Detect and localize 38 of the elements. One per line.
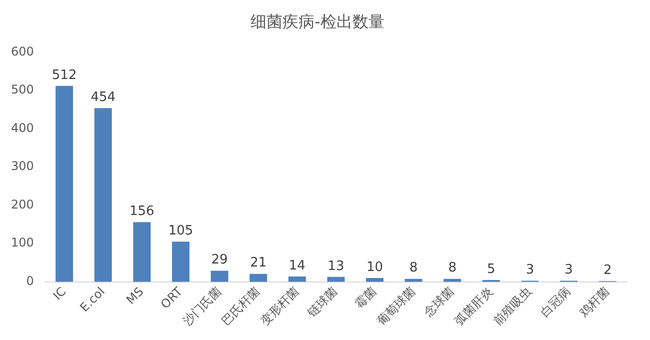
bar xyxy=(133,222,151,282)
bar xyxy=(210,270,228,282)
y-tick-label: 600 xyxy=(11,44,34,58)
x-tick-label: 链球菌 xyxy=(304,284,340,320)
y-tick-label: 100 xyxy=(11,236,34,250)
x-tick-label: IC xyxy=(50,284,69,303)
x-tick-label: 鸡杆菌 xyxy=(576,284,612,320)
data-label: 14 xyxy=(288,258,306,274)
y-tick-label: 200 xyxy=(11,197,34,212)
bar xyxy=(288,276,306,282)
data-label: 105 xyxy=(168,224,194,239)
y-tick-label: 500 xyxy=(11,82,34,97)
data-label: 3 xyxy=(564,262,573,278)
data-label: 8 xyxy=(409,260,418,276)
bar xyxy=(172,242,190,282)
y-tick-label: 400 xyxy=(11,120,34,135)
bar xyxy=(250,274,268,282)
data-label: 454 xyxy=(90,90,116,105)
y-tick-label: 300 xyxy=(11,159,34,174)
x-tick-label: MS xyxy=(124,284,146,308)
data-label: 2 xyxy=(603,262,612,278)
data-label: 10 xyxy=(366,260,384,275)
bar xyxy=(94,108,112,282)
bar xyxy=(327,276,345,282)
x-tick-label: 霉菌 xyxy=(352,284,380,312)
data-label: 21 xyxy=(250,256,267,271)
data-label: 156 xyxy=(130,204,154,220)
data-label: 3 xyxy=(526,262,534,278)
data-label: 8 xyxy=(448,260,457,276)
bar xyxy=(366,278,384,282)
bar xyxy=(56,86,74,282)
data-label: 13 xyxy=(328,258,344,274)
data-label: 29 xyxy=(211,252,228,268)
data-label: 512 xyxy=(52,68,77,83)
chart-title: 细菌疾病-检出数量 xyxy=(250,12,384,31)
data-label: 5 xyxy=(487,262,496,277)
y-tick-label: 0 xyxy=(26,274,34,288)
x-tick-label: 白冠病 xyxy=(538,284,574,320)
